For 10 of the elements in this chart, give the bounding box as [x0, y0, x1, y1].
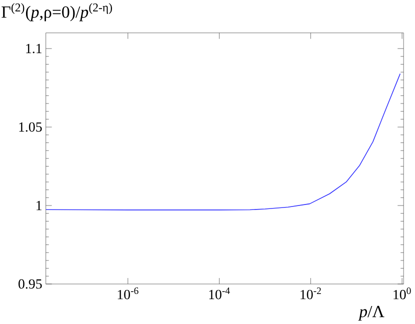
y-tick-label: 1.1 — [26, 44, 42, 54]
x-tick-label: 10$^{0}$ — [394, 288, 411, 300]
y-tick-label: 1.05 — [19, 122, 42, 132]
x-axis-title: p/Λ — [358, 306, 384, 321]
x-tick-label: 10$^{-6}$ — [118, 288, 138, 300]
x-tick-label: 10$^{-2}$ — [300, 288, 321, 300]
y-axis-title: Γ$^{(2)}$(p,ρ=0)/p$^{(2-η)}$ — [2, 3, 112, 22]
y-tick-label: 0.95 — [18, 279, 42, 289]
y-tick-label: 1 — [36, 200, 42, 210]
x-tick-label: 10$^{-4}$ — [209, 288, 230, 300]
